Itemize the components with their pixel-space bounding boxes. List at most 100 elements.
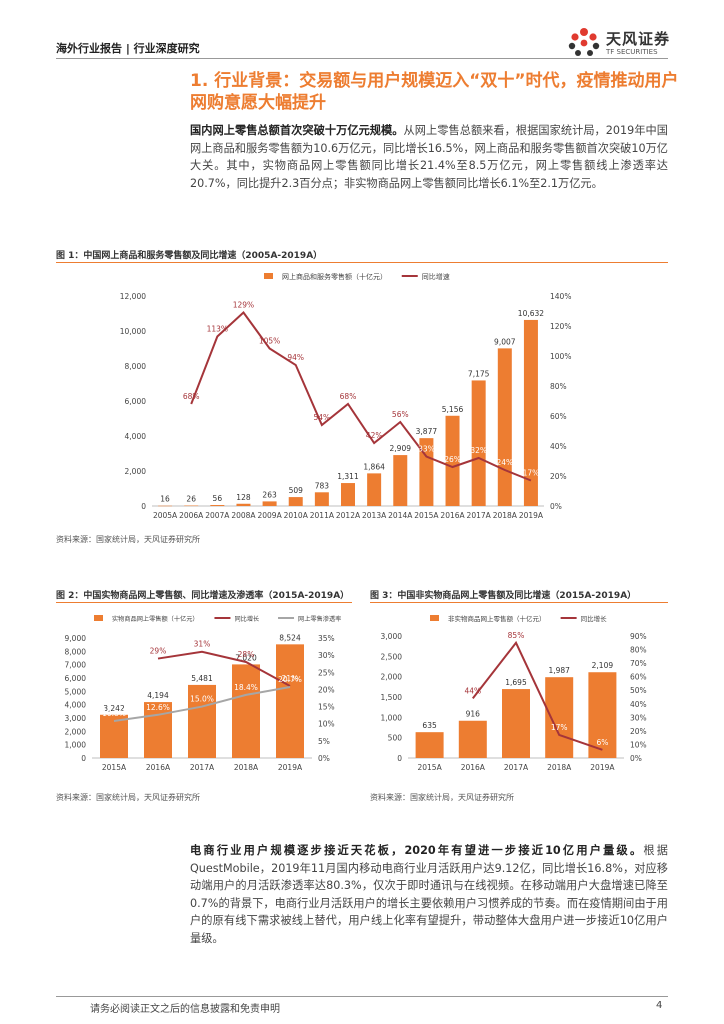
y2-tick-label: 30% [630, 713, 647, 722]
x-tick-label: 2010A [284, 511, 309, 520]
y2-tick-label: 20% [630, 727, 647, 736]
bar [415, 732, 444, 758]
bar [276, 644, 304, 758]
x-tick-label: 2006A [179, 511, 204, 520]
bar-value-label: 3,877 [416, 427, 438, 436]
x-tick-label: 2016A [440, 511, 465, 520]
y2-tick-label: 0% [630, 754, 642, 763]
y2-tick-label: 60% [630, 673, 647, 682]
y2-tick-label: 60% [550, 412, 567, 421]
y-tick-label: 4,000 [65, 701, 87, 710]
series-line [113, 686, 291, 722]
bar-value-label: 5,156 [442, 405, 464, 414]
intro-body: 从网上零售总额来看，根据国家统计局，2019年中国网上商品和服务零售额为10.6… [190, 124, 668, 190]
x-tick-label: 2018A [547, 763, 572, 772]
line-value-label: 85% [508, 631, 525, 640]
figure-3-title: 图 3：中国非实物商品网上零售额及同比增速（2015A-2019A） [370, 591, 637, 601]
x-tick-label: 2014A [388, 511, 413, 520]
y-tick-label: 1,000 [65, 741, 87, 750]
y-tick-label: 9,000 [65, 634, 87, 643]
bar [545, 677, 574, 758]
line-value-label: 15.0% [190, 695, 214, 704]
x-tick-label: 2007A [205, 511, 230, 520]
figure-2-rule [56, 602, 352, 603]
line-value-label: 33% [418, 445, 435, 454]
y2-tick-label: 40% [550, 442, 567, 451]
bar-value-label: 5,481 [191, 674, 213, 683]
bar-value-label: 916 [466, 710, 481, 719]
x-tick-label: 2019A [278, 763, 303, 772]
x-tick-label: 2009A [257, 511, 282, 520]
line-value-label: 6% [596, 738, 608, 747]
user-scale-paragraph: 电商行业用户规模逐步接近天花板，2020年有望进一步接近10亿用户量级。根据Qu… [190, 842, 668, 947]
figure-1-source: 资料来源：国家统计局，天风证券研究所 [56, 535, 200, 544]
y2-tick-label: 80% [630, 646, 647, 655]
x-tick-label: 2017A [467, 511, 492, 520]
y-tick-label: 2,500 [381, 652, 403, 661]
bar [210, 505, 225, 506]
bar-value-label: 26 [186, 495, 196, 504]
figure-2-title: 图 2：中国实物商品网上零售额、同比增速及渗透率（2015A-2019A） [56, 591, 350, 601]
y-tick-label: 3,000 [381, 632, 403, 641]
figure-1-title: 图 1：中国网上商品和服务零售额及同比增速（2005A-2019A） [56, 251, 323, 261]
legend-label: 网上商品和服务零售额（十亿元） [282, 272, 387, 281]
y-tick-label: 4,000 [125, 432, 147, 441]
x-tick-label: 2011A [310, 511, 335, 520]
y2-tick-label: 20% [550, 472, 567, 481]
user-scale-lead: 电商行业用户规模逐步接近天花板，2020年有望进一步接近10亿用户量级。 [190, 844, 644, 857]
bar [445, 415, 460, 506]
line-value-label: 129% [233, 301, 254, 310]
y2-tick-label: 25% [318, 668, 335, 677]
y-tick-label: 1,000 [381, 713, 403, 722]
x-tick-label: 2019A [519, 511, 544, 520]
bar-value-label: 8,524 [279, 633, 301, 642]
legend-swatch-bar [430, 615, 439, 621]
legend-label: 同比增长 [234, 615, 259, 623]
line-value-label: 31% [194, 640, 211, 649]
y2-tick-label: 15% [318, 703, 335, 712]
y-tick-label: 2,000 [65, 727, 87, 736]
y-tick-label: 7,000 [65, 661, 87, 670]
bar-value-label: 2,109 [592, 661, 614, 670]
line-value-label: 29% [150, 647, 167, 656]
y-tick-label: 8,000 [65, 647, 87, 656]
user-scale-body: 根据QuestMobile，2019年11月国内移动电商行业月活跃用户达9.12… [190, 844, 668, 945]
x-tick-label: 2008A [231, 511, 256, 520]
line-value-label: 113% [207, 325, 228, 334]
x-tick-label: 2015A [417, 763, 442, 772]
bar [458, 720, 487, 758]
legend-label: 同比增长 [581, 614, 608, 623]
intro-lead: 国内网上零售总额首次突破十万亿元规模。 [190, 124, 404, 137]
figure-3-rule [370, 602, 668, 603]
x-tick-label: 2015A [102, 763, 127, 772]
bar-value-label: 16 [160, 495, 170, 504]
logo-text-en: TF SECURITIES [606, 48, 658, 56]
line-value-label: 68% [183, 392, 200, 401]
series-line [190, 311, 532, 482]
bar-value-label: 10,632 [518, 309, 544, 318]
line-value-label: 21% [282, 674, 299, 683]
line-value-label: 32% [470, 446, 487, 455]
bar [314, 492, 329, 506]
y2-tick-label: 50% [630, 686, 647, 695]
x-tick-label: 2015A [414, 511, 439, 520]
y-tick-label: 0 [397, 754, 402, 763]
line-value-label: 12.6% [146, 703, 170, 712]
y2-tick-label: 0% [550, 502, 562, 511]
bar [523, 319, 538, 506]
bar [497, 348, 512, 506]
y2-tick-label: 140% [550, 292, 571, 301]
bar-value-label: 56 [213, 494, 223, 503]
figure-1-chart: 0 2,000 4,000 6,000 8,000 10,000 12,000 0% 20% 40… [120, 272, 572, 520]
bar-value-label: 1,987 [548, 666, 570, 675]
line-value-label: 56% [392, 410, 409, 419]
y2-tick-label: 10% [318, 720, 335, 729]
y-tick-label: 2,000 [381, 673, 403, 682]
bar-value-label: 7,175 [468, 369, 490, 378]
bar [502, 689, 530, 758]
line-value-label: 54% [314, 413, 331, 422]
bar-value-label: 635 [422, 721, 437, 730]
company-logo: 天风证券 TF SECURITIES [566, 26, 686, 60]
x-tick-label: 2013A [362, 511, 387, 520]
bar [184, 505, 199, 507]
